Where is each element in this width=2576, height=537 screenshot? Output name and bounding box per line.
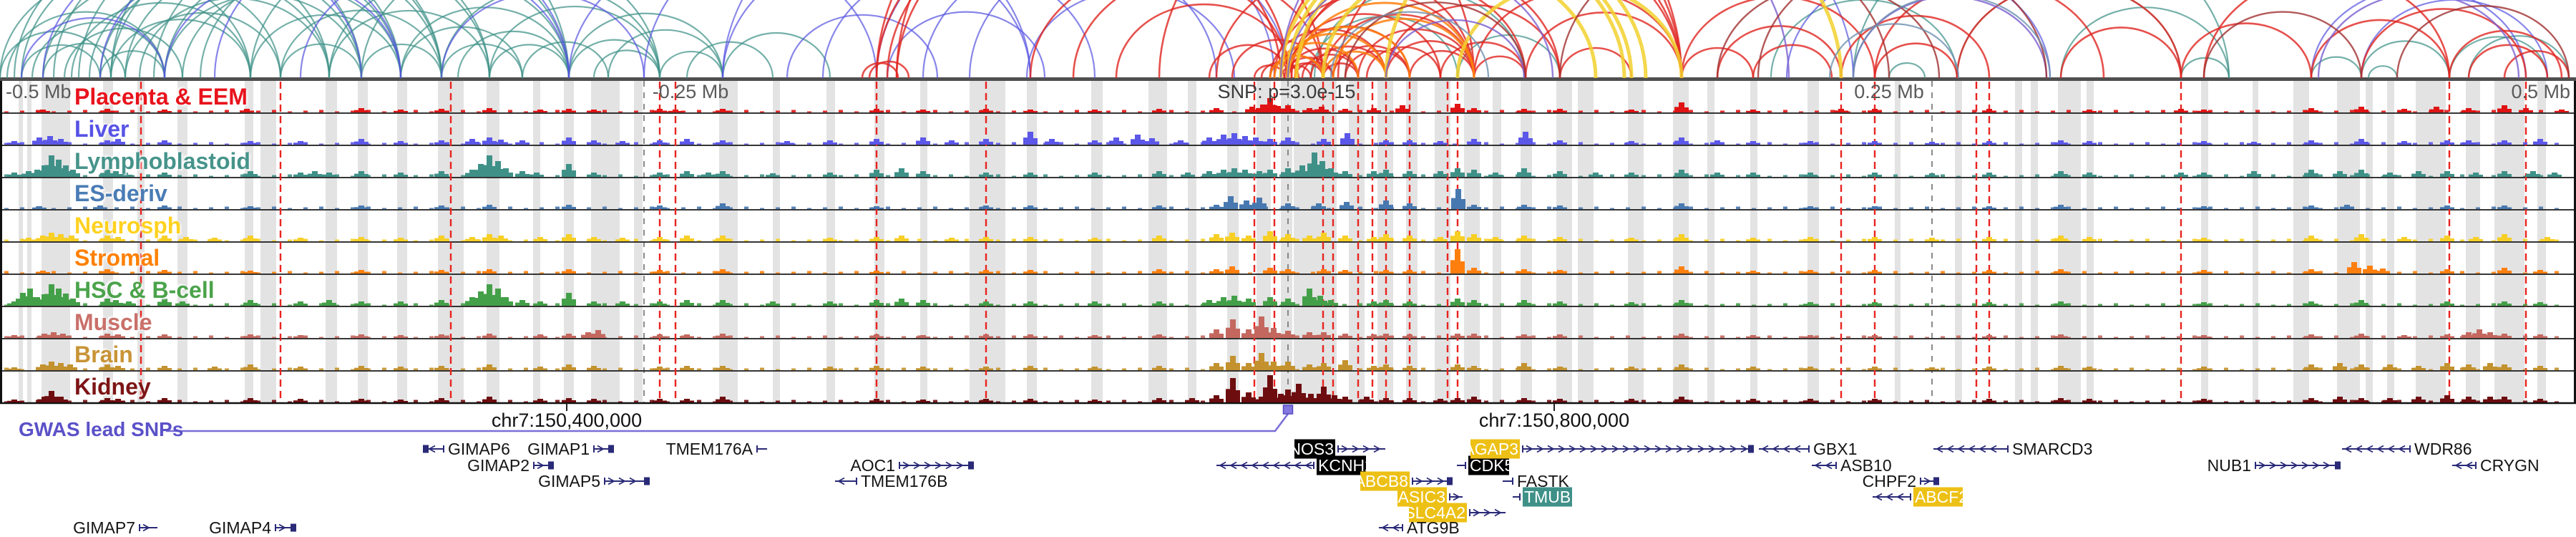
gene-label[interactable]: ASB10 — [1840, 456, 1892, 475]
gene-label[interactable]: TMEM176A — [666, 440, 753, 458]
gene-label[interactable]: CDK5 — [1470, 456, 1513, 475]
ruler-label-minus-quarter-mb: -0.25 Mb — [652, 81, 729, 102]
gene-wdr86[interactable]: WDR86 — [2342, 440, 2472, 458]
track-label-es-deriv[interactable]: ES-deriv — [74, 180, 167, 206]
gene-chpf2[interactable]: CHPF2 — [1863, 472, 1939, 490]
gene-gimap6[interactable]: GIMAP6 — [423, 440, 510, 458]
track-label-muscle[interactable]: Muscle — [74, 309, 152, 335]
gene-agap3[interactable]: AGAP3 — [1463, 439, 1754, 459]
track-label-stromal[interactable]: Stromal — [74, 245, 160, 271]
gene-nub1[interactable]: NUB1 — [2207, 456, 2341, 475]
gene-gimap7[interactable]: GIMAP7 — [73, 518, 157, 537]
gene-label[interactable]: AOC1 — [850, 456, 895, 475]
gene-gimap1[interactable]: GIMAP1 — [527, 440, 614, 458]
gene-highlight-box — [1523, 487, 1572, 507]
gene-label[interactable]: GIMAP4 — [209, 518, 271, 537]
gwas-snp-lines — [140, 82, 2527, 402]
gene-label[interactable]: AGAP3 — [1463, 440, 1518, 458]
track-signal-placenta-eem — [4, 98, 2569, 112]
track-signal-kidney — [4, 375, 2559, 402]
gene-gimap2[interactable]: GIMAP2 — [467, 456, 554, 475]
coordinate-ticks — [566, 403, 1555, 411]
interaction-arcs — [0, 0, 2570, 79]
gene-slc4a2[interactable]: SLC4A2 — [1404, 503, 1506, 523]
ruler-label-half-mb: 0.5 Mb — [2511, 81, 2570, 102]
gene-label[interactable]: SLC4A2 — [1404, 503, 1465, 522]
gene-label[interactable]: GIMAP5 — [538, 472, 600, 490]
gene-label[interactable]: ABCF2 — [1915, 488, 1968, 506]
track-label-neurosph[interactable]: Neurosph — [74, 213, 182, 238]
gene-highlight-box — [1294, 439, 1335, 459]
gene-tmem176a[interactable]: TMEM176A — [666, 440, 767, 458]
gene-nos3[interactable]: NOS3 — [1289, 439, 1385, 459]
lead-snp-marker[interactable] — [1282, 405, 1294, 415]
track-signal-lymphoblastoid — [4, 153, 2562, 177]
ruler-label-quarter-mb: 0.25 Mb — [1854, 81, 1924, 102]
gene-label[interactable]: GIMAP6 — [448, 440, 510, 458]
gene-highlight-box — [1317, 455, 1366, 475]
track-signal-es-deriv — [4, 189, 2559, 209]
track-label-liver[interactable]: Liver — [74, 116, 130, 142]
track-label-hsc-b-cell[interactable]: HSC & B-cell — [74, 277, 215, 303]
track-signal-muscle — [4, 316, 2559, 338]
gene-label[interactable]: ATG9B — [1407, 518, 1460, 537]
track-signal-hsc-b-cell — [4, 284, 2559, 306]
gene-label[interactable]: GIMAP1 — [527, 440, 590, 458]
gene-highlight-box — [1468, 455, 1509, 475]
ruler-label-snp-pvalue: SNP: p=3.0e-15 — [1217, 81, 1356, 102]
gene-label[interactable]: GIMAP7 — [73, 518, 135, 537]
gene-label[interactable]: NOS3 — [1289, 440, 1334, 458]
gwas-lead-snp-connector — [166, 405, 1294, 432]
gwas-lead-snps-label[interactable]: GWAS lead SNPs — [19, 418, 184, 440]
track-signal-liver — [4, 132, 2559, 145]
gene-label[interactable]: GBX1 — [1813, 440, 1857, 458]
gene-tmem176b[interactable]: TMEM176B — [835, 472, 947, 490]
gene-cdk5[interactable]: CDK5 — [1457, 455, 1513, 475]
track-label-placenta-eem[interactable]: Placenta & EEM — [74, 84, 248, 110]
gene-atg9b[interactable]: ATG9B — [1379, 518, 1460, 537]
gene-highlight-box — [1409, 503, 1467, 523]
gene-label[interactable]: CHPF2 — [1863, 472, 1916, 490]
gene-highlight-box — [1913, 487, 1963, 507]
gene-label[interactable]: SMARCD3 — [2012, 440, 2092, 458]
ruler-bar — [0, 77, 2576, 81]
track-label-brain[interactable]: Brain — [74, 342, 133, 367]
gene-smarcd3[interactable]: SMARCD3 — [1933, 440, 2092, 458]
gene-asb10[interactable]: ASB10 — [1812, 456, 1892, 475]
track-signal-brain — [4, 353, 2559, 370]
coordinate-label-right: chr7:150,800,000 — [1478, 410, 1630, 431]
track-label-lymphoblastoid[interactable]: Lymphoblastoid — [74, 148, 250, 174]
track-separators — [0, 77, 2576, 405]
track-signal-neurosph — [4, 231, 2559, 241]
coordinate-label-left: chr7:150,400,000 — [491, 410, 643, 431]
gene-label[interactable]: WDR86 — [2414, 440, 2472, 458]
gene-label[interactable]: CRYGN — [2480, 456, 2540, 475]
gene-gimap5[interactable]: GIMAP5 — [538, 472, 650, 490]
gene-gbx1[interactable]: GBX1 — [1759, 440, 1857, 458]
gene-kcnh2[interactable]: KCNH2 — [1216, 455, 1374, 475]
gene-abcf2[interactable]: ABCF2 — [1873, 487, 1968, 507]
track-label-kidney[interactable]: Kidney — [74, 374, 151, 400]
track-signal-stromal — [4, 249, 2559, 274]
gene-highlight-box — [1470, 439, 1520, 459]
gene-label[interactable]: GIMAP2 — [467, 456, 530, 475]
gene-label[interactable]: NUB1 — [2207, 456, 2251, 475]
gene-crygn[interactable]: CRYGN — [2452, 456, 2540, 475]
ruler-label-minus-half-mb: -0.5 Mb — [6, 81, 72, 102]
gene-tmub1[interactable]: TMUB1 — [1513, 487, 1580, 507]
gene-label[interactable]: TMEM176B — [861, 472, 947, 490]
gene-gimap4[interactable]: GIMAP4 — [209, 518, 296, 537]
gene-aoc1[interactable]: AOC1 — [850, 456, 974, 475]
gene-label[interactable]: TMUB1 — [1524, 488, 1580, 506]
